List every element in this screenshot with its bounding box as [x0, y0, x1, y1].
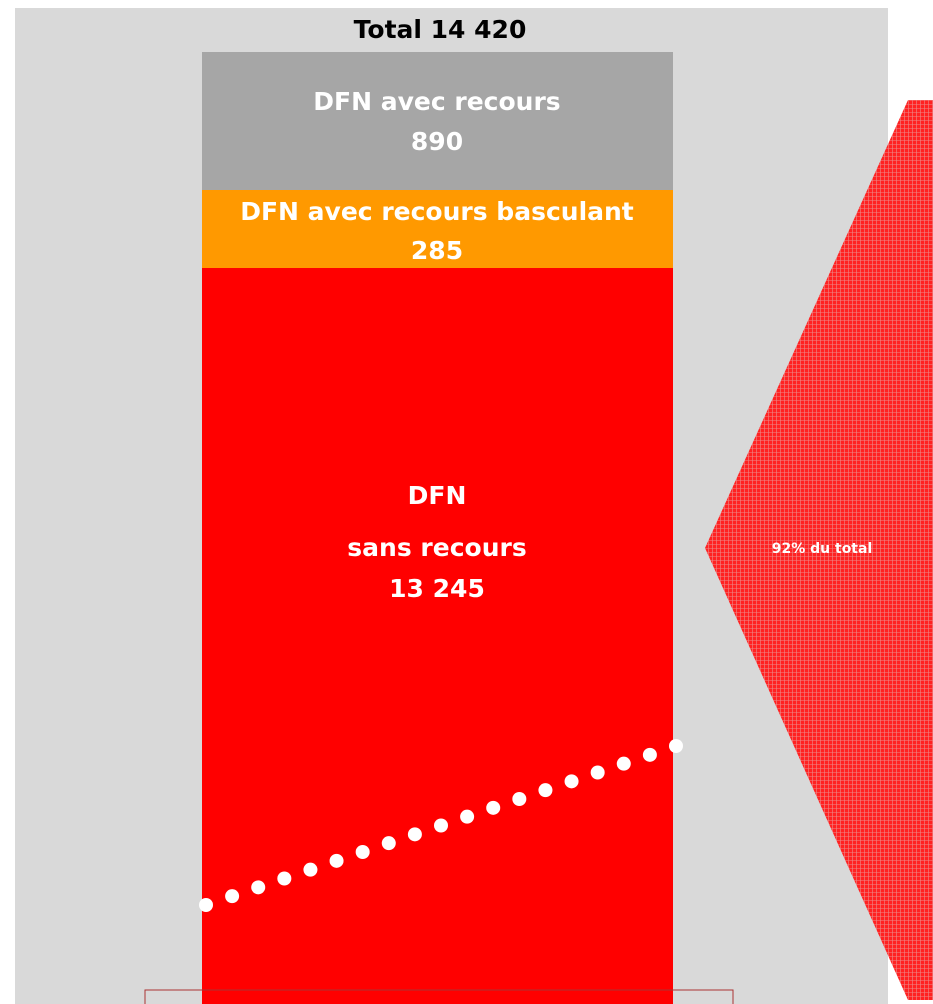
dotted-line — [199, 739, 683, 912]
dot — [486, 800, 501, 815]
dot — [669, 739, 683, 753]
dot — [225, 889, 240, 904]
segment-label: DFN avec recours basculant — [240, 197, 634, 226]
segment-value: 890 — [411, 127, 463, 156]
dot — [355, 845, 370, 859]
callout-wedge — [705, 100, 933, 1000]
segment-label: DFN — [408, 481, 467, 510]
dot — [303, 862, 318, 877]
segment-red — [202, 268, 673, 1004]
segment-value: 13 245 — [389, 574, 485, 603]
segment-label: DFN avec recours — [313, 87, 560, 116]
segment-label: sans recours — [347, 533, 526, 562]
dot — [642, 747, 657, 762]
dot — [329, 853, 344, 868]
segment-orange — [202, 190, 673, 268]
title: Total 14 420 — [354, 15, 527, 44]
segment-gray — [202, 52, 673, 190]
dot — [199, 898, 213, 912]
dot — [512, 792, 527, 806]
dot — [434, 818, 448, 833]
dot — [590, 765, 605, 780]
dot — [538, 783, 553, 798]
dot — [564, 774, 579, 789]
dot — [407, 827, 422, 842]
dot — [381, 836, 396, 851]
dot — [460, 809, 475, 824]
segment-value: 285 — [411, 236, 463, 265]
dot — [277, 871, 292, 886]
bottom-frame — [144, 989, 734, 1004]
callout-text: 92% du total — [772, 541, 873, 557]
dot — [251, 880, 266, 895]
dot — [616, 756, 631, 771]
